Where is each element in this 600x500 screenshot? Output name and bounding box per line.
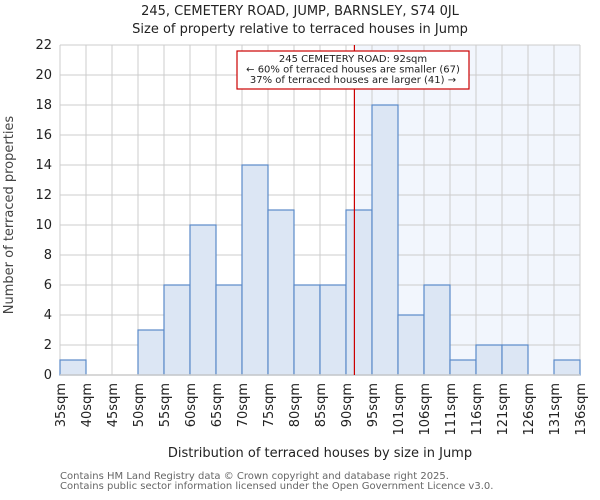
annotation-box xyxy=(236,50,470,90)
y-tick-label: 4 xyxy=(44,308,52,323)
histogram-bar xyxy=(553,359,581,376)
x-tick-label: 121sqm xyxy=(496,383,511,436)
y-tick-label: 2 xyxy=(44,338,52,353)
x-tick-label: 90sqm xyxy=(340,383,355,427)
x-tick-label: 35sqm xyxy=(54,383,69,427)
footer-attribution: Contains HM Land Registry data © Crown c… xyxy=(60,472,493,492)
x-tick-label: 50sqm xyxy=(132,383,147,427)
histogram-bar xyxy=(163,284,191,376)
x-tick-label: 65sqm xyxy=(210,383,225,427)
histogram-bar xyxy=(189,224,217,376)
histogram-bar xyxy=(241,164,269,376)
histogram-bar xyxy=(501,344,529,376)
histogram-bar xyxy=(449,359,477,376)
histogram-bar xyxy=(215,284,243,376)
footer-line-2: Contains public sector information licen… xyxy=(60,481,494,492)
y-tick-label: 14 xyxy=(35,158,52,173)
y-tick-label: 0 xyxy=(44,368,52,383)
annotation-text: 245 CEMETERY ROAD: 92sqm xyxy=(279,54,427,65)
x-tick-label: 55sqm xyxy=(158,383,173,427)
x-tick-label: 95sqm xyxy=(366,383,381,427)
y-tick-label: 6 xyxy=(44,278,52,293)
x-axis-label: Distribution of terraced houses by size … xyxy=(168,446,472,461)
footer-line-1: Contains HM Land Registry data © Crown c… xyxy=(60,471,449,482)
histogram-bar xyxy=(345,209,373,376)
x-tick-label: 75sqm xyxy=(262,383,277,427)
histogram-bar xyxy=(397,314,425,376)
x-tick-label: 40sqm xyxy=(80,383,95,427)
x-tick-label: 70sqm xyxy=(236,383,251,427)
histogram-bar xyxy=(137,329,165,376)
y-tick-label: 8 xyxy=(44,248,52,263)
chart-title: 245, CEMETERY ROAD, JUMP, BARNSLEY, S74 … xyxy=(141,4,459,19)
chart-subtitle: Size of property relative to terraced ho… xyxy=(132,22,468,37)
histogram-bar xyxy=(371,104,399,376)
histogram-bar xyxy=(59,359,87,376)
histogram-bar xyxy=(267,209,295,376)
x-tick-label: 106sqm xyxy=(418,383,433,436)
annotation-text: ← 60% of terraced houses are smaller (67… xyxy=(246,65,460,76)
y-tick-label: 12 xyxy=(35,188,52,203)
x-tick-label: 85sqm xyxy=(314,383,329,427)
x-tick-label: 116sqm xyxy=(470,383,485,436)
x-tick-label: 101sqm xyxy=(392,383,407,436)
y-axis-label: Number of terraced properties xyxy=(2,116,17,315)
histogram-bar xyxy=(319,284,347,376)
x-tick-label: 60sqm xyxy=(184,383,199,427)
histogram-bar xyxy=(293,284,321,376)
histogram-bar xyxy=(475,344,503,376)
x-tick-label: 126sqm xyxy=(522,383,537,436)
x-tick-label: 80sqm xyxy=(288,383,303,427)
y-tick-label: 20 xyxy=(35,68,52,83)
y-tick-label: 22 xyxy=(35,38,52,53)
y-tick-label: 18 xyxy=(35,98,52,113)
y-tick-label: 10 xyxy=(35,218,52,233)
histogram-chart: 0 2 4 6 8 10 12 14 16 18 20 22 35sqm 40sqm 45sqm 50sqm 5… xyxy=(2,38,589,461)
annotation-text: 37% of terraced houses are larger (41) → xyxy=(250,75,456,86)
y-tick-label: 16 xyxy=(35,128,52,143)
histogram-bar xyxy=(423,284,451,376)
x-tick-label: 136sqm xyxy=(574,383,589,436)
x-tick-label: 131sqm xyxy=(548,383,563,436)
x-tick-label: 111sqm xyxy=(444,383,459,436)
x-tick-label: 45sqm xyxy=(106,383,121,427)
